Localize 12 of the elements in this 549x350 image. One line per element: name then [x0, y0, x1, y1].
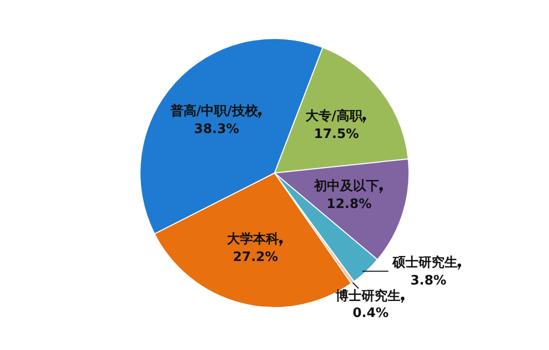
slice-label: 硕士研究生	[391, 254, 458, 271]
slice-label: 博士研究生	[334, 288, 401, 304]
slice-label: 普高/中职/技校	[169, 103, 259, 120]
data-label: 12.8%	[326, 197, 372, 212]
slice-label: 大专/高职	[306, 108, 364, 124]
data-label: 38.3%	[194, 122, 240, 138]
data-label: 0.4%	[352, 306, 389, 321]
slice-label: 初中及以下	[313, 178, 380, 194]
data-label: 3.8%	[410, 274, 446, 289]
slice-label: 大学本科	[226, 232, 279, 248]
data-label: 27.2%	[232, 250, 278, 266]
data-label: 17.5%	[314, 126, 359, 142]
